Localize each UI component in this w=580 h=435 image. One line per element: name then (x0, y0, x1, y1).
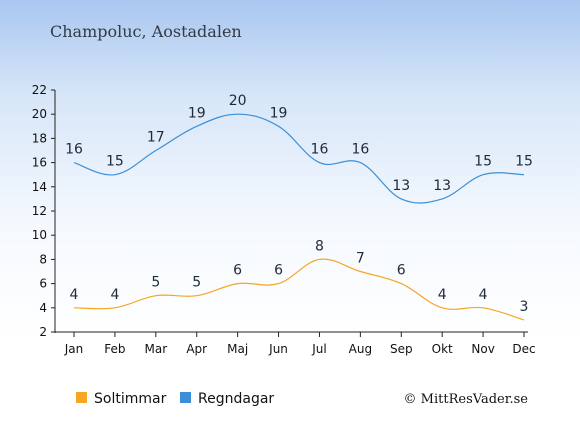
x-tick-label: Mar (144, 342, 167, 356)
data-label: 19 (270, 105, 288, 121)
data-label: 6 (233, 263, 242, 279)
x-tick-label: Aug (349, 342, 372, 356)
data-label: 15 (106, 154, 124, 170)
y-tick-label: 18 (32, 131, 47, 145)
data-label: 16 (351, 142, 369, 158)
data-label: 3 (520, 299, 529, 315)
data-label: 17 (147, 130, 165, 146)
y-tick-label: 16 (32, 156, 47, 170)
chart-title: Champoluc, Aostadalen (50, 22, 242, 41)
y-tick-label: 4 (39, 301, 47, 315)
y-tick-label: 12 (32, 204, 47, 218)
series-line-0 (73, 258, 525, 321)
credit-text: © MittResVader.se (404, 392, 529, 407)
legend: Soltimmar Regndagar (76, 391, 274, 407)
data-labels: 4 4 5 5 6 6 8 7 6 4 4 3 16 15 17 19 20 19 16 16 13 13 15 15 (65, 93, 533, 315)
data-label: 15 (515, 154, 533, 170)
x-tick-label: Jan (64, 342, 84, 356)
y-tick-label: 8 (39, 252, 47, 266)
x-tick-label: Jul (311, 342, 326, 356)
data-label: 4 (479, 287, 488, 303)
legend-label: Soltimmar (94, 391, 167, 407)
x-tick-label: Apr (186, 342, 207, 356)
axes: 2 4 6 8 10 12 14 16 18 20 22 Jan Feb Mar Apr Maj Jun Jul A… (32, 83, 536, 356)
data-label: 7 (356, 251, 365, 267)
y-tick-label: 6 (39, 277, 47, 291)
legend-swatch (180, 392, 191, 403)
series-lines (73, 113, 525, 321)
legend-label: Regndagar (198, 391, 274, 407)
data-label: 4 (110, 287, 119, 303)
data-label: 5 (192, 275, 201, 291)
data-label: 16 (65, 142, 83, 158)
data-label: 6 (274, 263, 283, 279)
x-tick-label: Okt (432, 342, 453, 356)
x-tick-label: Feb (104, 342, 125, 356)
data-label: 13 (392, 178, 410, 194)
data-label: 6 (397, 263, 406, 279)
data-label: 20 (229, 93, 247, 109)
data-label: 5 (151, 275, 160, 291)
y-tick-label: 14 (32, 180, 47, 194)
data-label: 4 (70, 287, 79, 303)
x-tick-label: Sep (390, 342, 413, 356)
x-tick-label: Dec (512, 342, 535, 356)
data-label: 19 (188, 105, 206, 121)
y-tick-label: 20 (32, 107, 47, 121)
y-tick-label: 10 (32, 228, 47, 242)
data-label: 8 (315, 238, 324, 254)
data-label: 4 (438, 287, 447, 303)
legend-swatch (76, 392, 87, 403)
y-tick-label: 22 (32, 83, 47, 97)
y-tick-label: 2 (39, 325, 47, 339)
data-label: 13 (433, 178, 451, 194)
x-tick-label: Nov (471, 342, 494, 356)
x-tick-label: Jun (268, 342, 288, 356)
data-label: 15 (474, 154, 492, 170)
series-line-1 (73, 113, 525, 204)
x-tick-label: Maj (227, 342, 248, 356)
data-label: 16 (311, 142, 329, 158)
